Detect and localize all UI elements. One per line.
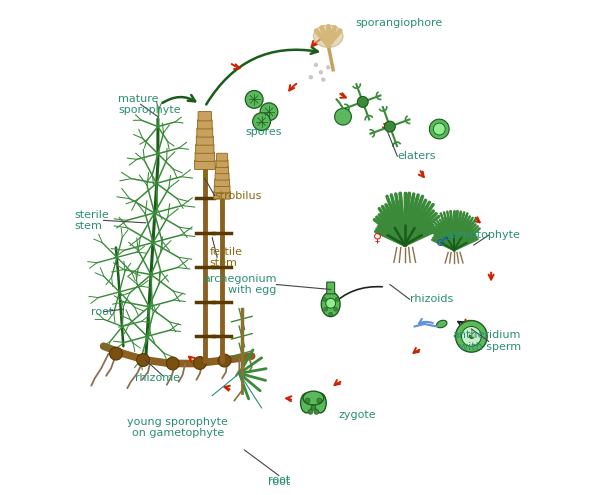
Circle shape (136, 353, 149, 366)
Text: young sporophyte
on gametophyte: young sporophyte on gametophyte (127, 417, 228, 439)
Ellipse shape (321, 292, 340, 317)
Circle shape (357, 97, 368, 107)
Circle shape (326, 298, 335, 308)
Text: ☯: ☯ (468, 332, 475, 341)
Circle shape (461, 327, 481, 346)
Text: root: root (267, 477, 290, 487)
FancyBboxPatch shape (196, 144, 214, 153)
FancyBboxPatch shape (198, 119, 212, 129)
FancyBboxPatch shape (195, 152, 215, 161)
Text: fertile
stem: fertile stem (210, 247, 243, 268)
Circle shape (305, 398, 310, 403)
Circle shape (455, 321, 487, 352)
Circle shape (245, 91, 263, 108)
Text: elaters: elaters (397, 151, 436, 161)
FancyBboxPatch shape (195, 160, 215, 169)
Circle shape (323, 297, 326, 301)
Circle shape (253, 113, 271, 131)
Circle shape (260, 103, 278, 121)
Circle shape (430, 119, 449, 139)
Ellipse shape (315, 393, 326, 413)
Ellipse shape (303, 391, 324, 405)
Circle shape (310, 76, 312, 79)
Text: archegonium
with egg: archegonium with egg (203, 274, 277, 296)
Circle shape (319, 71, 323, 74)
Circle shape (311, 405, 316, 410)
Circle shape (193, 356, 206, 369)
FancyBboxPatch shape (215, 179, 230, 187)
FancyBboxPatch shape (196, 136, 214, 145)
Text: sporangiophore: sporangiophore (356, 18, 442, 28)
Circle shape (327, 66, 330, 69)
FancyBboxPatch shape (215, 172, 229, 180)
Circle shape (335, 297, 339, 301)
Circle shape (322, 78, 325, 81)
Ellipse shape (300, 393, 312, 413)
Circle shape (335, 108, 351, 125)
FancyBboxPatch shape (197, 128, 213, 137)
Circle shape (317, 398, 322, 403)
FancyBboxPatch shape (217, 153, 228, 161)
Text: strobilus: strobilus (215, 191, 262, 200)
Text: ♂: ♂ (436, 236, 447, 249)
Circle shape (384, 121, 395, 132)
FancyBboxPatch shape (198, 111, 212, 121)
Circle shape (166, 357, 179, 370)
Text: root: root (91, 307, 114, 317)
Circle shape (329, 312, 333, 316)
Circle shape (110, 347, 122, 360)
Ellipse shape (313, 25, 343, 48)
Text: spores: spores (246, 127, 282, 137)
FancyBboxPatch shape (214, 185, 230, 193)
FancyBboxPatch shape (215, 166, 228, 174)
Circle shape (308, 409, 313, 414)
FancyBboxPatch shape (327, 282, 335, 294)
FancyBboxPatch shape (216, 159, 228, 167)
Text: sterile
stem: sterile stem (74, 209, 109, 231)
Text: root: root (267, 476, 290, 486)
Circle shape (334, 307, 338, 311)
Text: ♀: ♀ (373, 231, 382, 244)
Ellipse shape (436, 320, 447, 328)
Circle shape (433, 123, 445, 135)
Circle shape (315, 63, 318, 66)
Text: mature
sporophyte: mature sporophyte (119, 94, 181, 115)
Circle shape (218, 354, 231, 367)
Text: rhizome: rhizome (135, 373, 181, 383)
Text: gametophyte: gametophyte (446, 230, 521, 240)
Circle shape (324, 307, 327, 311)
Text: antheridium
with sperm: antheridium with sperm (452, 331, 521, 352)
Text: zygote: zygote (338, 410, 376, 420)
Text: rhizoids: rhizoids (409, 295, 453, 304)
FancyBboxPatch shape (214, 191, 231, 199)
Circle shape (314, 409, 319, 414)
